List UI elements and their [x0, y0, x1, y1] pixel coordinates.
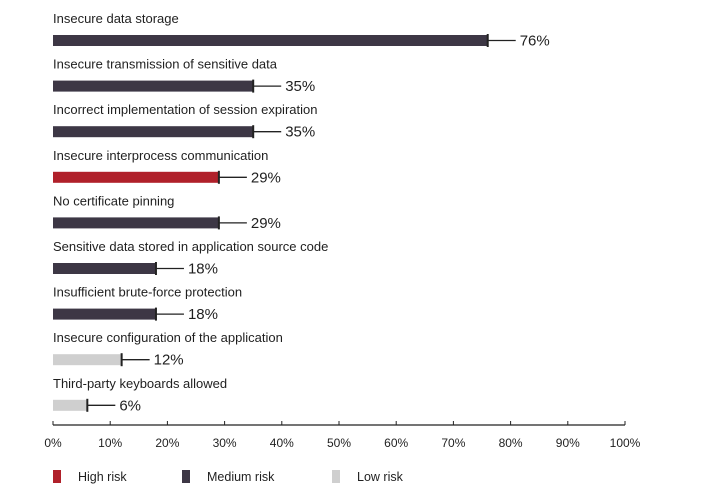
legend-label-low: Low risk: [357, 470, 404, 484]
x-tick-label: 20%: [155, 436, 179, 450]
x-tick-label: 90%: [556, 436, 580, 450]
bar: [53, 171, 219, 183]
category-label: Insecure data storage: [53, 11, 179, 26]
data-label: 18%: [188, 261, 218, 278]
legend-label-medium: Medium risk: [207, 470, 275, 484]
bar: [53, 126, 254, 138]
category-label: Insecure interprocess communication: [53, 148, 268, 163]
data-label: 6%: [119, 397, 141, 414]
bar: [53, 35, 488, 46]
x-tick-label: 40%: [270, 436, 294, 450]
category-label: Insufficient brute-force protection: [53, 285, 242, 300]
x-tick-label: 80%: [499, 436, 523, 450]
data-label: 35%: [285, 78, 315, 95]
data-label: 18%: [188, 306, 218, 323]
bar: [53, 263, 156, 274]
data-label: 35%: [285, 124, 315, 141]
data-label: 29%: [251, 215, 281, 232]
x-tick-label: 50%: [327, 436, 351, 450]
bar: [53, 354, 122, 366]
bar: [53, 308, 156, 320]
category-label: Insecure configuration of the applicatio…: [53, 330, 283, 345]
bar: [53, 217, 219, 229]
bar: [53, 399, 88, 411]
x-tick-label: 0%: [44, 436, 62, 450]
category-label: Insecure transmission of sensitive data: [53, 57, 278, 72]
category-label: Sensitive data stored in application sou…: [53, 239, 328, 254]
data-label: 12%: [154, 352, 184, 369]
x-tick-label: 100%: [610, 436, 641, 450]
legend-label-high: High risk: [78, 470, 127, 484]
x-tick-label: 70%: [441, 436, 465, 450]
x-tick-label: 10%: [98, 436, 122, 450]
legend-swatch-medium: [182, 470, 190, 483]
data-label: 29%: [251, 169, 281, 186]
x-tick-label: 30%: [213, 436, 237, 450]
category-label: Incorrect implementation of session expi…: [53, 102, 317, 117]
legend-swatch-high: [53, 470, 61, 483]
x-tick-label: 60%: [384, 436, 408, 450]
bar: [53, 80, 254, 92]
category-label: Third-party keyboards allowed: [53, 376, 227, 391]
category-label: No certificate pinning: [53, 193, 174, 208]
legend-swatch-low: [332, 470, 340, 483]
data-label: 76%: [520, 33, 550, 50]
